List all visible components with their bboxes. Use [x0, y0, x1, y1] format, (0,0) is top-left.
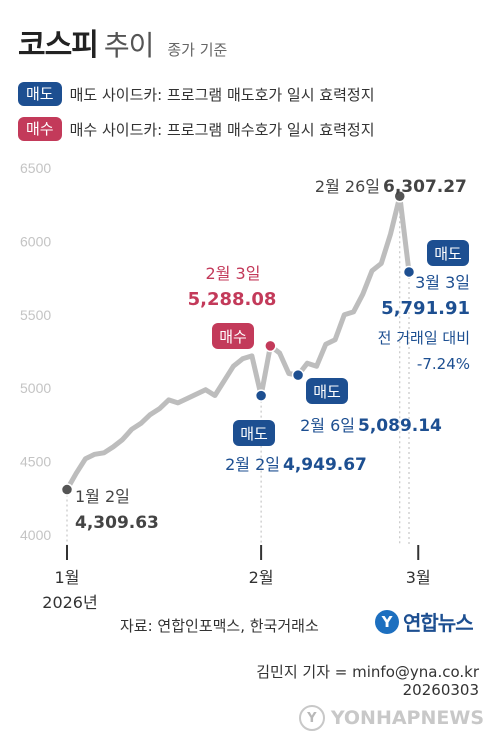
change-label: 전 거래일 대비 [378, 329, 470, 347]
point-date-label: 2월 26일 [315, 177, 380, 196]
title-block: 코스피 추이 종가 기준 [18, 20, 227, 64]
kospi-line [64, 193, 412, 492]
point-marker [254, 389, 268, 402]
side-car-badge [306, 378, 348, 404]
point-marker [393, 190, 407, 203]
point-date-label: 2월 3일 [206, 264, 261, 283]
point-value-label: 6,307.27 [383, 177, 467, 197]
point-value-label: 5,791.91 [381, 298, 470, 319]
legend-buy-text: 매수 사이드카: 프로그램 매수호가 일시 효력정지 [69, 120, 375, 139]
legend-buy-badge: 매수 [18, 117, 62, 141]
yonhap-logo-icon: Y [375, 609, 399, 634]
byline: 김민지 기자 = minfo@yna.co.kr 20260303 [256, 663, 479, 699]
point-marker [264, 339, 277, 353]
watermark-text: YONHAPNEWS [330, 707, 484, 729]
point-value-label: 4,309.63 [75, 513, 159, 533]
y-tick-label: 6500 [20, 160, 51, 176]
date-code: 20260303 [402, 681, 479, 699]
point-marker [60, 483, 74, 496]
chart-subtitle: 추이 [103, 29, 155, 62]
point-marker [402, 265, 416, 279]
source-note: 자료: 연합인포맥스, 한국거래소 [120, 617, 319, 635]
side-car-badge-label: 매도 [313, 383, 341, 401]
point-date-label: 3월 3일 [415, 273, 470, 292]
side-car-badge [233, 420, 275, 446]
point-value-label: 4,949.67 [283, 455, 367, 475]
watermark: Y YONHAPNEWS [298, 705, 484, 731]
y-tick-label: 5000 [20, 380, 51, 396]
reporter: 김민지 기자 = minfo@yna.co.kr [256, 663, 479, 681]
yonhap-logo: Y 연합뉴스 [375, 607, 474, 636]
legend-sell-text: 매도 사이드카: 프로그램 매도호가 일시 효력정지 [69, 85, 375, 104]
x-tick-label: 1월 [55, 568, 80, 587]
point-date-label: 2월 2일 [225, 455, 280, 474]
point-date-label: 2월 6일 [300, 416, 355, 435]
chart-title: 코스피 [18, 28, 99, 63]
point-marker [291, 368, 305, 382]
side-car-badge-label: 매수 [219, 328, 247, 346]
x-tick-label: 2월 [249, 568, 274, 587]
chart-note: 종가 기준 [167, 41, 228, 59]
point-date-label: 1월 2일 [75, 487, 130, 506]
point-value-label: 5,089.14 [358, 416, 442, 436]
side-car-badge [427, 240, 469, 266]
side-car-badge-label: 매도 [434, 245, 462, 263]
x-year-label: 2026년 [42, 593, 97, 612]
change-value: -7.24% [417, 355, 470, 373]
side-car-badge [212, 323, 254, 349]
yonhap-logo-text: 연합뉴스 [403, 611, 474, 635]
watermark-icon: Y [298, 705, 325, 731]
legend-sell: 매도 매도 사이드카: 프로그램 매도호가 일시 효력정지 [18, 82, 375, 106]
y-tick-label: 4500 [20, 454, 51, 470]
point-value-label: 5,288.08 [188, 289, 277, 310]
side-car-badge-label: 매도 [240, 425, 268, 443]
y-tick-label: 4000 [20, 527, 51, 543]
y-tick-label: 6000 [20, 233, 51, 249]
y-tick-label: 5500 [20, 307, 51, 323]
legend-sell-badge: 매도 [18, 82, 62, 106]
x-tick-label: 3월 [406, 568, 431, 587]
legend-buy: 매수 매수 사이드카: 프로그램 매수호가 일시 효력정지 [18, 117, 375, 141]
